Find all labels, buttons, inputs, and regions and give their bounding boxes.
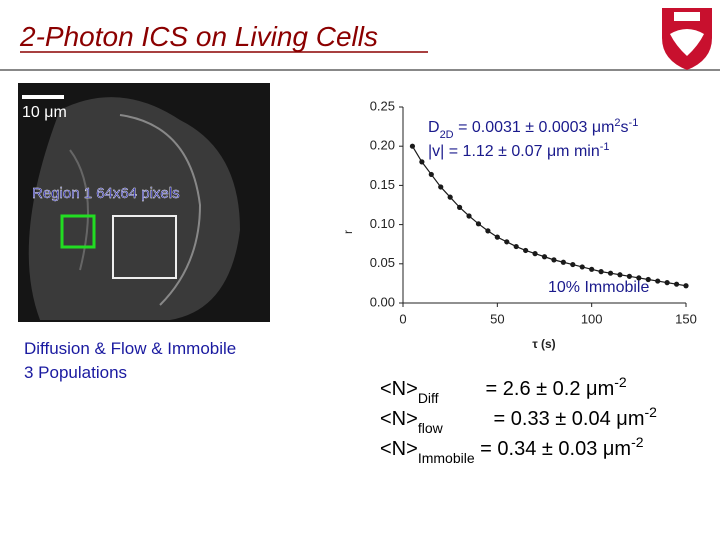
x-tick-label: 100 bbox=[581, 311, 603, 326]
data-point bbox=[570, 261, 576, 268]
annotation-part: 2D bbox=[440, 129, 454, 141]
annotation: 10% Immobile bbox=[548, 279, 649, 296]
y-tick-label: 0.20 bbox=[370, 138, 395, 153]
caption: 3 Populations bbox=[24, 363, 127, 382]
y-axis-label: r bbox=[341, 230, 355, 234]
region-label: Region 1 64x64 pixels bbox=[32, 185, 180, 202]
data-point bbox=[409, 143, 416, 149]
data-point bbox=[607, 270, 614, 276]
result-part: = 2.6 ± 0.2 μm bbox=[480, 378, 614, 400]
data-point bbox=[504, 239, 510, 245]
data-point bbox=[645, 276, 651, 283]
result-part: <N> bbox=[380, 438, 418, 460]
data-point bbox=[457, 204, 463, 210]
scale-bar-label: 10 μm bbox=[22, 104, 67, 121]
y-tick-label: 0.10 bbox=[370, 216, 395, 231]
result-part: -2 bbox=[614, 374, 627, 390]
result-line: <N>flow = 0.33 ± 0.04 μm-2 bbox=[380, 404, 657, 436]
annotation-part: -1 bbox=[600, 141, 610, 153]
data-point bbox=[466, 213, 472, 219]
data-point bbox=[532, 251, 538, 257]
logo bbox=[662, 8, 712, 70]
result-line: <N>Immobile = 0.34 ± 0.03 μm-2 bbox=[380, 434, 644, 466]
data-point bbox=[598, 269, 604, 275]
result-part: Diff bbox=[418, 390, 439, 406]
y-tick-label: 0.00 bbox=[370, 294, 395, 309]
data-point bbox=[626, 273, 633, 279]
data-point bbox=[664, 280, 670, 286]
x-tick-label: 50 bbox=[490, 311, 504, 326]
annotation-part: 2 bbox=[614, 117, 620, 129]
result-part: -2 bbox=[631, 434, 644, 450]
data-point bbox=[523, 247, 529, 254]
data-point bbox=[438, 184, 444, 190]
data-point bbox=[579, 264, 585, 270]
annotation-part: s bbox=[621, 119, 629, 136]
result-part: = 0.34 ± 0.03 μm bbox=[475, 438, 631, 460]
annotation-part: D bbox=[428, 119, 440, 136]
annotation-part: -1 bbox=[629, 117, 639, 129]
result-part: = 0.33 ± 0.04 μm bbox=[488, 408, 644, 430]
result-line: <N>Diff = 2.6 ± 0.2 μm-2 bbox=[380, 374, 627, 406]
data-point bbox=[673, 281, 680, 287]
plot: 0.00 0.05 0.10 0.15 0.20 0.25 0 50 100 150 bbox=[370, 98, 697, 326]
y-tick-label: 0.05 bbox=[370, 255, 395, 270]
annotation-part: |v| = 1.12 ± 0.07 μm min bbox=[428, 143, 600, 160]
y-tick-label: 0.25 bbox=[370, 98, 395, 113]
fit-line bbox=[411, 145, 687, 287]
annotation: |v| = 1.12 ± 0.07 μm min-1 bbox=[428, 141, 610, 160]
result-part: flow bbox=[418, 420, 444, 436]
data-point bbox=[419, 159, 425, 165]
slide-title: 2-Photon ICS on Living Cells bbox=[19, 21, 378, 52]
result-part: <N> bbox=[380, 408, 418, 430]
data-point bbox=[485, 228, 491, 234]
caption: Diffusion & Flow & Immobile bbox=[24, 339, 236, 358]
data-point bbox=[683, 283, 689, 289]
annotation: D2D = 0.0031 ± 0.0003 μm2s-1 bbox=[428, 117, 638, 141]
annotation-part: = 0.0031 ± 0.0003 μm bbox=[454, 119, 615, 136]
data-point bbox=[589, 266, 595, 272]
result-part: -2 bbox=[644, 404, 657, 420]
data-point bbox=[541, 254, 548, 260]
x-tick-label: 150 bbox=[675, 311, 697, 326]
data-point bbox=[447, 194, 453, 200]
x-axis-label: τ (s) bbox=[532, 337, 555, 351]
x-tick-label: 0 bbox=[399, 311, 406, 326]
data-point bbox=[655, 278, 661, 284]
y-tick-label: 0.15 bbox=[370, 177, 395, 192]
results: <N>Diff = 2.6 ± 0.2 μm-2 <N>flow = 0.33 … bbox=[380, 374, 657, 466]
microscopy-image bbox=[18, 83, 270, 322]
data-point bbox=[560, 259, 566, 265]
result-part: Immobile bbox=[418, 450, 475, 466]
data-point bbox=[475, 221, 482, 227]
data-point bbox=[494, 234, 500, 240]
data-point bbox=[551, 257, 557, 263]
data-point bbox=[513, 243, 519, 250]
data-point bbox=[428, 171, 434, 178]
data-point bbox=[636, 275, 642, 281]
data-point bbox=[617, 272, 623, 278]
result-part: <N> bbox=[380, 378, 418, 400]
